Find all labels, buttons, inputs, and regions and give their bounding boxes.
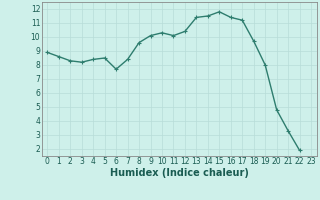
X-axis label: Humidex (Indice chaleur): Humidex (Indice chaleur) [110,168,249,178]
